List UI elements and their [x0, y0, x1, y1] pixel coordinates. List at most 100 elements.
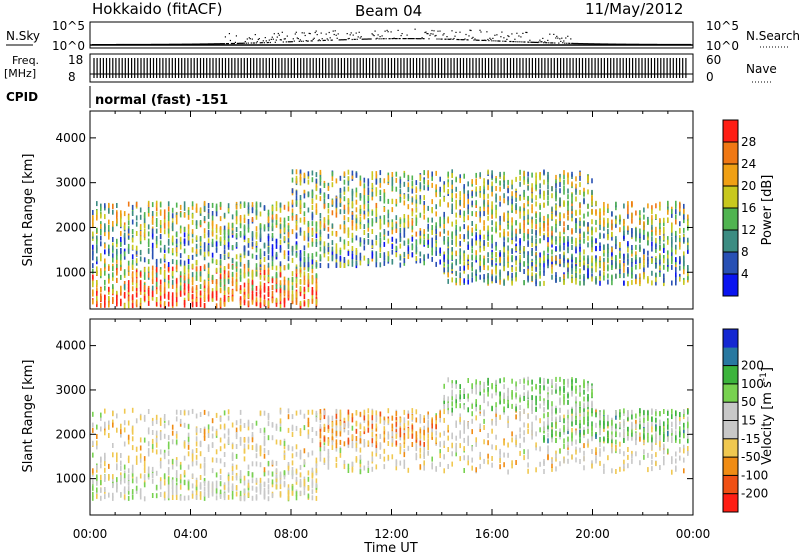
noise-point	[429, 34, 431, 36]
power-point	[543, 280, 545, 286]
noise-point	[409, 38, 411, 40]
power-point	[535, 266, 537, 272]
power-point	[471, 200, 473, 206]
velocity-point	[112, 483, 114, 489]
power-point	[623, 221, 625, 227]
noise-point	[181, 43, 183, 45]
power-point	[291, 257, 294, 263]
power-point	[567, 273, 569, 279]
power-point	[131, 211, 134, 216]
noise-point	[554, 42, 556, 44]
power-point	[108, 202, 110, 208]
power-point	[687, 265, 689, 270]
power-point	[275, 287, 278, 293]
power-point	[443, 184, 445, 190]
power-point	[120, 274, 122, 280]
power-point	[683, 214, 685, 220]
power-point	[279, 303, 282, 309]
power-point	[399, 227, 402, 233]
power-point	[451, 184, 453, 190]
power-point	[275, 271, 278, 277]
power-point	[247, 208, 250, 214]
power-point	[575, 272, 577, 278]
power-point	[535, 255, 537, 261]
power-point	[303, 275, 306, 281]
noise-point	[356, 38, 358, 40]
power-point	[108, 275, 110, 280]
power-point	[295, 252, 298, 258]
power-point	[143, 295, 146, 301]
power-point	[127, 265, 130, 271]
noise-point	[267, 41, 269, 44]
power-point	[459, 248, 461, 254]
power-point	[611, 211, 613, 217]
power-point	[243, 294, 246, 300]
power-point	[411, 220, 414, 226]
power-point	[195, 235, 198, 241]
power-point	[411, 188, 414, 194]
date-title: 11/May/2012	[585, 0, 683, 18]
power-point	[375, 187, 378, 193]
noise-point	[376, 37, 378, 39]
noise-point	[382, 38, 384, 40]
power-point	[96, 239, 98, 245]
power-point	[227, 242, 230, 248]
power-point	[291, 199, 294, 205]
power-point	[187, 240, 190, 246]
power-point	[391, 249, 394, 255]
power-point	[243, 230, 246, 236]
power-point	[175, 238, 178, 244]
noise-point	[621, 43, 623, 45]
power-point	[507, 212, 509, 218]
power-point	[323, 193, 326, 199]
power-point	[123, 269, 126, 275]
power-point	[567, 210, 569, 215]
power-point	[611, 253, 613, 259]
noise-point	[314, 31, 316, 34]
noise-point	[287, 41, 289, 43]
velocity-point	[151, 466, 154, 472]
power-point	[427, 205, 429, 211]
freq-tick-low: 8	[68, 70, 76, 84]
power-point	[351, 211, 354, 217]
power-point	[459, 275, 461, 281]
power-point	[120, 217, 122, 223]
power-point	[531, 248, 533, 253]
power-point	[379, 215, 382, 221]
noise-point	[268, 39, 270, 41]
power-point	[523, 261, 525, 267]
power-point	[603, 210, 605, 216]
power-point	[635, 210, 637, 216]
power-point	[131, 219, 134, 225]
power-point	[479, 274, 481, 280]
power-point	[627, 254, 629, 260]
power-point	[587, 211, 589, 217]
power-point	[108, 219, 110, 225]
noise-point	[509, 40, 511, 43]
power-point	[479, 217, 481, 223]
power-point	[247, 242, 250, 248]
velocity-point	[143, 496, 146, 502]
power-point	[235, 232, 238, 238]
power-point	[579, 228, 581, 234]
velocity-point	[116, 483, 118, 489]
power-colorbar-tick-label: 24	[741, 157, 756, 171]
power-point	[463, 255, 465, 261]
noise-point	[468, 35, 470, 37]
power-point	[455, 277, 457, 283]
power-point	[267, 286, 270, 292]
power-point	[315, 182, 318, 188]
power-point	[207, 229, 210, 235]
power-point	[431, 230, 433, 235]
power-point	[307, 302, 310, 308]
power-point	[283, 220, 286, 226]
power-point	[347, 206, 350, 212]
power-point	[355, 172, 358, 178]
power-point	[287, 231, 290, 237]
power-point	[551, 214, 553, 220]
power-point	[463, 268, 465, 274]
power-point	[587, 229, 589, 235]
power-point	[231, 225, 234, 231]
power-point	[199, 293, 202, 299]
velocity-point	[131, 436, 134, 442]
